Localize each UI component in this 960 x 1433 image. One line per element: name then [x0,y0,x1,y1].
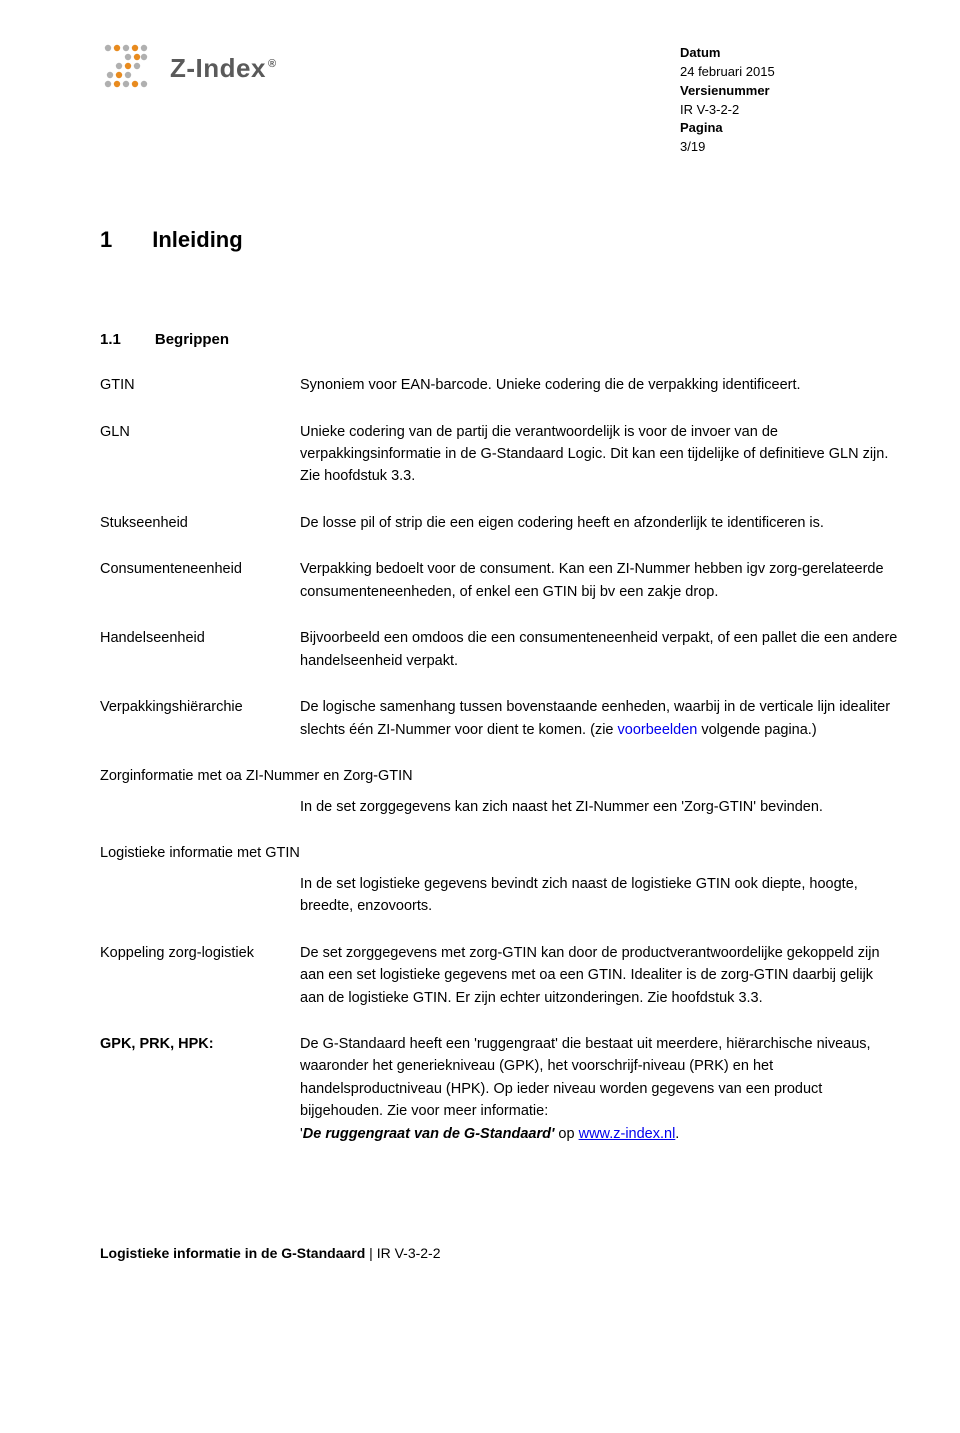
definition-term: Verpakkingshiërarchie [100,696,300,741]
definition-row: GPK, PRK, HPK: De G-Standaard heeft een … [100,1033,900,1145]
definition-term: Handelseenheid [100,627,300,672]
definition-desc: De G-Standaard heeft een 'ruggengraat' d… [300,1033,900,1145]
definition-row: Consumenteneenheid Verpakking bedoelt vo… [100,558,900,603]
definition-term: GPK, PRK, HPK: [100,1033,300,1145]
logo-mark-icon [100,40,156,96]
footer-title: Logistieke informatie in de G-Standaard [100,1245,365,1261]
definition-desc: Unieke codering van de partij die verant… [300,421,900,488]
definition-desc: De losse pil of strip die een eigen code… [300,512,900,534]
definition-desc-main: De G-Standaard heeft een 'ruggengraat' d… [300,1036,871,1119]
meta-versie-label: Versienummer [680,82,900,101]
quote-mid: op [554,1126,578,1142]
meta-datum-value: 24 februari 2015 [680,63,900,82]
meta-datum-label: Datum [680,44,900,63]
definition-row: Koppeling zorg-logistiek De set zorggege… [100,942,900,1009]
definition-desc: Verpakking bedoelt voor de consument. Ka… [300,558,900,603]
definition-desc: In de set zorggegevens kan zich naast he… [100,796,900,818]
page-header: Z-Index® Datum 24 februari 2015 Versienu… [100,40,900,157]
heading-2: 1.1 Begrippen [100,331,900,348]
meta-pagina-value: 3/19 [680,138,900,157]
page-footer: Logistieke informatie in de G-Standaard … [100,1245,900,1261]
definition-term: GTIN [100,374,300,396]
heading-1: 1 Inleiding [100,227,900,253]
heading-2-title: Begrippen [155,331,229,348]
link-voorbeelden[interactable]: voorbeelden [618,722,698,738]
meta-pagina-label: Pagina [680,119,900,138]
logo-text: Z-Index® [170,53,277,84]
heading-1-title: Inleiding [152,227,242,253]
definition-row: GTIN Synoniem voor EAN-barcode. Unieke c… [100,374,900,396]
definition-row: Handelseenheid Bijvoorbeeld een omdoos d… [100,627,900,672]
definition-term: Koppeling zorg-logistiek [100,942,300,1009]
definition-row: Verpakkingshiërarchie De logische samenh… [100,696,900,741]
definition-desc-post: volgende pagina.) [697,722,816,738]
link-z-index[interactable]: www.z-index.nl [579,1126,676,1142]
definition-row: Stukseenheid De losse pil of strip die e… [100,512,900,534]
definition-desc: De logische samenhang tussen bovenstaand… [300,696,900,741]
footer-sep: | [365,1245,376,1261]
definition-term: Stukseenheid [100,512,300,534]
definition-term: GLN [100,421,300,488]
meta-versie-value: IR V-3-2-2 [680,101,900,120]
document-meta: Datum 24 februari 2015 Versienummer IR V… [680,40,900,157]
definition-list: GTIN Synoniem voor EAN-barcode. Unieke c… [100,374,900,1145]
footer-code: IR V-3-2-2 [377,1245,441,1261]
definition-term: Zorginformatie met oa ZI-Nummer en Zorg-… [100,765,900,787]
definition-row-wide: Logistieke informatie met GTIN In de set… [100,842,900,917]
definition-desc: Bijvoorbeeld een omdoos die een consumen… [300,627,900,672]
definition-term: Logistieke informatie met GTIN [100,842,900,864]
quote-end: . [675,1126,679,1142]
definition-desc: In de set logistieke gegevens bevindt zi… [100,873,900,918]
definition-term: Consumenteneenheid [100,558,300,603]
definition-desc: De set zorggegevens met zorg-GTIN kan do… [300,942,900,1009]
definition-desc: Synoniem voor EAN-barcode. Unieke coderi… [300,374,900,396]
definition-row: GLN Unieke codering van de partij die ve… [100,421,900,488]
logo: Z-Index® [100,40,277,96]
definition-row-wide: Zorginformatie met oa ZI-Nummer en Zorg-… [100,765,900,818]
heading-1-number: 1 [100,227,112,253]
heading-2-number: 1.1 [100,331,121,348]
quote-title: De ruggengraat van de G-Standaard' [303,1126,555,1142]
